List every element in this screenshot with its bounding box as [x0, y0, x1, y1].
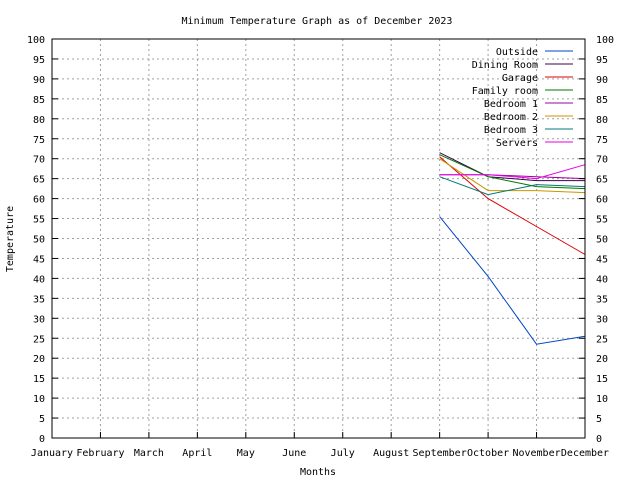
legend: Outside Dining Room Garage Family room Bedro…	[472, 47, 573, 149]
x-axis-title: Months	[300, 467, 336, 478]
x-tick-label: January	[31, 448, 73, 459]
y2-tick-label: 40	[596, 274, 608, 285]
y-tick-label: 0	[39, 434, 45, 445]
legend-label-bedroom-3: Bedroom 3	[484, 125, 538, 136]
y-tick-label: 95	[33, 55, 45, 66]
y2-tick-label: 100	[596, 35, 614, 46]
series-lines	[439, 152, 586, 345]
x-tick-label: August	[373, 448, 409, 459]
legend-label-bedroom-1: Bedroom 1	[484, 99, 538, 110]
y-tick-label: 35	[33, 294, 45, 305]
y-tick-label: 55	[33, 215, 45, 226]
y-tick-label: 65	[33, 175, 45, 186]
x-tick-label: October	[467, 448, 509, 459]
y2-tick-label: 70	[596, 155, 608, 166]
x-tick-label: September	[413, 448, 467, 459]
y2-tick-label: 85	[596, 95, 608, 106]
y-tick-label: 30	[33, 314, 45, 325]
y2-tick-label: 55	[596, 215, 608, 226]
x-tick-label: April	[182, 448, 212, 459]
series-line-dining-room	[439, 152, 585, 182]
y-tick-label: 90	[33, 75, 45, 86]
x-tick-label: June	[282, 448, 306, 459]
x-tick-label: March	[134, 448, 164, 459]
y2-tick-label: 80	[596, 115, 608, 126]
y2-tick-label: 30	[596, 314, 608, 325]
y2-tick-label: 0	[596, 434, 602, 445]
y2-tick-label: 60	[596, 195, 608, 206]
y-axis-title: Temperature	[5, 206, 16, 272]
y-tick-label: 20	[33, 354, 45, 365]
y2-tick-label: 10	[596, 394, 608, 405]
y2-tick-label: 35	[596, 294, 608, 305]
y2-tick-label: 75	[596, 135, 608, 146]
y-tick-label: 75	[33, 135, 45, 146]
y-tick-label: 45	[33, 254, 45, 265]
y2-tick-label: 45	[596, 254, 608, 265]
y-tick-label: 85	[33, 95, 45, 106]
legend-label-dining-room: Dining Room	[472, 60, 538, 71]
y2-tick-label: 50	[596, 235, 608, 246]
x-tick-label: July	[331, 448, 355, 459]
grid	[52, 39, 585, 438]
y2-tick-label: 90	[596, 75, 608, 86]
legend-label-servers: Servers	[496, 138, 538, 149]
x-tick-label: December	[561, 448, 609, 459]
y2-tick-label: 20	[596, 354, 608, 365]
series-line-outside	[439, 216, 586, 345]
series-line-family-room	[439, 154, 586, 190]
y-tick-label: 40	[33, 274, 45, 285]
legend-label-family-room: Family room	[472, 86, 538, 97]
y-tick-label: 10	[33, 394, 45, 405]
y2-tick-label: 15	[596, 374, 608, 385]
y-tick-label: 60	[33, 195, 45, 206]
series-line-bedroom-3	[439, 176, 586, 196]
legend-label-bedroom-2: Bedroom 2	[484, 112, 538, 123]
x-tick-label: November	[512, 448, 560, 459]
y2-tick-label: 25	[596, 334, 608, 345]
y-tick-label: 100	[27, 35, 45, 46]
y2-tick-label: 65	[596, 175, 608, 186]
x-tick-label: February	[76, 448, 124, 459]
series-line-garage	[439, 156, 586, 255]
y-tick-label: 50	[33, 235, 45, 246]
y-tick-label: 70	[33, 155, 45, 166]
y2-tick-label: 5	[596, 414, 602, 425]
y-tick-label: 5	[39, 414, 45, 425]
legend-label-garage: Garage	[502, 73, 538, 84]
legend-label-outside: Outside	[496, 47, 538, 58]
y-tick-label: 80	[33, 115, 45, 126]
x-tick-label: May	[237, 448, 255, 459]
y-tick-label: 15	[33, 374, 45, 385]
chart-title: Minimum Temperature Graph as of December…	[182, 16, 453, 27]
y-tick-label: 25	[33, 334, 45, 345]
y2-tick-label: 95	[596, 55, 608, 66]
series-line-servers	[439, 164, 586, 180]
